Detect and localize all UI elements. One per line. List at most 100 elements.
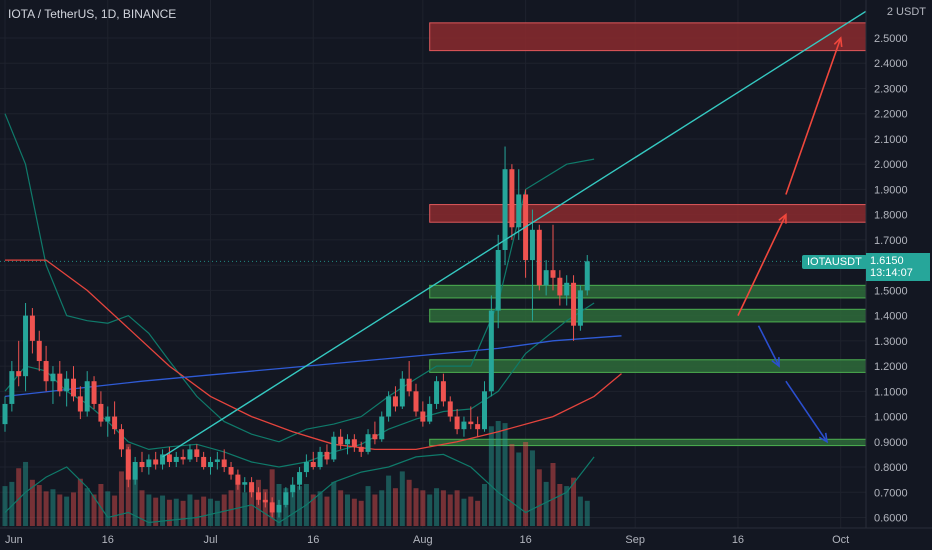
candle: [338, 429, 344, 450]
price-tick-label: 2.0000: [874, 159, 908, 171]
volume-bar: [468, 496, 474, 526]
candle-body: [29, 315, 35, 341]
candle-body: [324, 451, 330, 460]
down-arrow: [785, 380, 829, 444]
time-tick-label: 16: [307, 534, 319, 546]
volume-bar: [584, 500, 590, 526]
time-tick-label: Jun: [5, 534, 23, 546]
price-tick-label: 1.5000: [874, 285, 908, 297]
volume-bar: [372, 494, 378, 526]
candle: [194, 444, 200, 462]
price-tick-label: 0.6000: [874, 513, 908, 525]
candles: [2, 146, 590, 518]
candle: [529, 209, 535, 321]
candle-body: [262, 499, 268, 503]
candle: [475, 416, 481, 437]
candle-body: [577, 290, 583, 326]
candle-body: [77, 396, 83, 412]
volume-bar: [317, 491, 323, 526]
candle-body: [536, 229, 542, 286]
time-tick-label: Sep: [625, 534, 645, 546]
candle: [23, 302, 29, 392]
bollinger-line: [4, 302, 595, 468]
volume-bar: [482, 484, 487, 526]
bollinger-bands: [4, 113, 595, 524]
volume-bar: [112, 495, 118, 526]
candle: [427, 396, 433, 425]
price-scale-unit[interactable]: 2 USDT: [886, 6, 926, 18]
price-tick-label: 0.7000: [874, 487, 908, 499]
volume-bar: [139, 490, 145, 526]
candle: [440, 373, 446, 407]
candle: [98, 391, 104, 427]
arrow-head: [771, 357, 780, 368]
support-zone: [429, 438, 867, 447]
candle: [112, 401, 118, 435]
candle-body: [91, 381, 97, 404]
volume-bar: [475, 500, 481, 526]
candle-body: [153, 459, 159, 465]
candle-body: [249, 482, 255, 493]
volume-bar: [310, 494, 316, 526]
candle-body: [36, 340, 42, 362]
volume-bar: [488, 426, 494, 526]
volume-bar: [338, 490, 344, 526]
candle: [317, 446, 323, 470]
candle-body: [310, 461, 316, 468]
candle: [413, 383, 419, 417]
volume-bar: [365, 486, 371, 526]
price-tick-label: 1.8000: [874, 210, 908, 222]
volume-bar: [43, 491, 49, 526]
candle-body: [50, 373, 56, 382]
volume-bar: [235, 477, 241, 526]
volume-bar: [57, 494, 63, 526]
candle-body: [351, 439, 357, 447]
candle-body: [386, 396, 392, 417]
candle: [276, 499, 282, 518]
candle-body: [228, 467, 234, 475]
candle: [187, 444, 193, 462]
candle-body: [57, 373, 63, 392]
volume-bar: [166, 499, 172, 526]
candle: [536, 224, 542, 291]
candle: [358, 441, 364, 457]
volume-bar: [399, 471, 405, 526]
candle: [461, 416, 467, 437]
candle: [516, 169, 522, 240]
candle: [118, 424, 124, 457]
zones: [429, 22, 867, 447]
time-axis: Jun16Jul16Aug16Sep16Oct16Nov: [0, 527, 932, 550]
price-tick-label: 2.5000: [874, 33, 908, 45]
candle-body: [406, 378, 412, 392]
candle-body: [468, 421, 474, 425]
candle-body: [242, 482, 248, 485]
candle: [125, 446, 131, 488]
time-tick-label: Jul: [203, 534, 217, 546]
candle: [249, 477, 255, 498]
price-tick-label: 2.4000: [874, 58, 908, 70]
candle-body: [331, 436, 337, 460]
volume-bar: [543, 481, 549, 526]
candle-body: [475, 424, 481, 430]
candle: [228, 461, 234, 480]
volume-bar: [516, 452, 522, 526]
volume-bar: [550, 463, 556, 526]
candle: [57, 361, 63, 397]
candle-body: [269, 502, 275, 513]
candle-body: [16, 371, 22, 377]
candle-body: [372, 434, 378, 440]
candle-body: [338, 436, 344, 445]
candle-body: [290, 484, 296, 493]
candle-body: [516, 194, 522, 228]
candle-body: [529, 229, 535, 261]
arrow-head: [833, 36, 843, 48]
candle-body: [571, 282, 577, 326]
candle-body: [543, 270, 549, 286]
volume-bar: [173, 498, 179, 526]
volume-bar: [84, 488, 90, 526]
arrow-head: [818, 432, 829, 444]
time-tick-label: 16: [732, 534, 744, 546]
candle: [379, 411, 385, 442]
price-tick-label: 1.9000: [874, 184, 908, 196]
